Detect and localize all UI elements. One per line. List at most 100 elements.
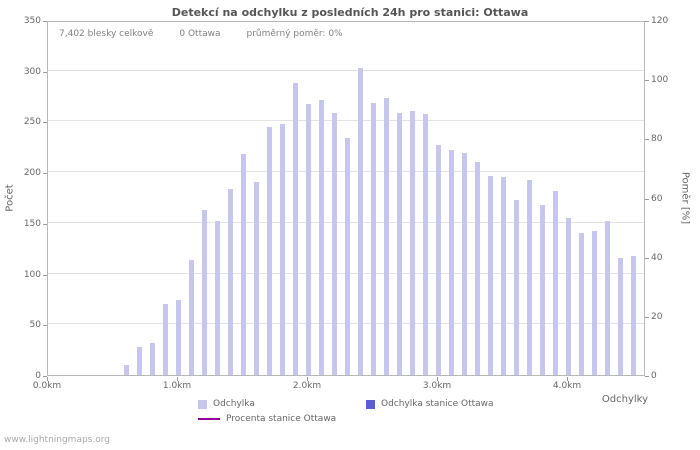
deviation-bar [514,200,519,375]
y-axis-tick-left: 250 [23,117,41,128]
tick-mark [43,376,47,377]
deviation-bar [293,83,298,375]
deviation-bar [228,189,233,375]
tick-mark [645,257,649,259]
deviation-bar [631,256,636,375]
tick-mark [43,274,47,276]
legend-label-station-percent: Procenta stanice Ottawa [226,414,337,424]
legend-item-station-deviation: Odchylka stanice Ottawa [366,399,494,409]
deviation-bar [397,113,402,375]
legend-item-deviation: Odchylka [198,399,366,409]
tick-mark [645,139,649,141]
y-axis-tick-left: 0 [35,371,41,381]
tick-mark [645,198,649,200]
y-axis-tick-right: 0 [651,371,657,381]
y-axis-tick-right: 80 [651,134,663,145]
deviation-bar [527,180,532,375]
deviation-bar [137,347,142,375]
legend-label-station-deviation: Odchylka stanice Ottawa [381,399,494,409]
tick-mark [307,377,308,381]
deviation-bar [319,100,324,375]
deviation-bar [449,150,454,375]
deviation-bar [345,138,350,375]
deviation-bar [176,300,181,375]
deviation-bar [189,260,194,375]
plot-area: 7,402 blesky celkově 0 Ottawa průměrný pom… [47,21,645,376]
tick-mark [437,377,438,381]
total-strikes-label: 7,402 blesky celkově [59,29,154,39]
deviation-bar [553,191,558,375]
deviation-bar [124,365,129,375]
deviation-bar [215,221,220,375]
deviation-bar [332,113,337,375]
deviation-bar [605,221,610,375]
x-axis-tick: 4.0km [552,381,582,391]
legend-item-station-percent: Procenta stanice Ottawa [198,414,366,424]
y-axis-tick-left: 150 [23,218,41,229]
tick-mark [43,173,47,175]
deviation-bar [540,205,545,375]
stats-line: 7,402 blesky celkově 0 Ottawa průměrný pom… [59,29,369,39]
station-strikes-label: 0 Ottawa [179,29,221,39]
deviation-bar [371,103,376,375]
deviation-bar [436,145,441,375]
deviation-bar [150,343,155,375]
deviation-swatch-icon [198,399,207,409]
tick-mark [43,122,47,124]
deviation-bar [475,162,480,375]
deviation-bar [566,218,571,375]
chart-legend: Odchylka Odchylka stanice Ottawa Procent… [198,399,494,424]
tick-mark [47,377,48,381]
y-axis-tick-right: 40 [651,252,663,263]
deviation-bar [384,98,389,375]
tick-mark [43,71,47,73]
deviation-bar [592,231,597,375]
tick-mark [645,21,649,22]
y-axis-label-left: Počet [4,184,16,212]
deviation-bar [163,304,168,375]
deviation-bar [501,177,506,375]
y-axis-tick-left: 100 [23,269,41,280]
deviation-bar [358,68,363,375]
deviation-bar [241,154,246,375]
deviation-bar [423,114,428,375]
gridline [48,69,644,71]
deviation-bar [462,153,467,375]
y-axis-tick-right: 20 [651,311,663,322]
deviation-bar [202,210,207,375]
deviation-bar [254,182,259,375]
legend-label-deviation: Odchylka [213,399,255,409]
deviation-bar [280,124,285,375]
tick-mark [43,223,47,225]
tick-mark [43,21,47,22]
tick-mark [645,316,649,318]
chart-title: Detekcí na odchylku z posledních 24h pro… [171,6,529,19]
x-axis-tick: 0.0km [32,381,62,391]
y-axis-tick-left: 300 [23,66,41,77]
y-axis-tick-left: 200 [23,168,41,179]
deviation-bar [410,111,415,375]
tick-mark [645,376,649,377]
x-axis-tick: 3.0km [422,381,452,391]
x-axis-tick: 1.0km [162,381,192,391]
deviation-bar [267,127,272,375]
deviation-bar [488,176,493,375]
y-axis-tick-left: 350 [23,16,41,26]
y-axis-tick-right: 60 [651,193,663,204]
tick-mark [177,377,178,381]
tick-mark [567,377,568,381]
deviation-bar [579,233,584,375]
y-axis-tick-right: 100 [651,75,669,86]
avg-ratio-label: průměrný poměr: 0% [246,29,343,39]
x-axis-label: Odchylky [601,394,648,405]
tick-mark [645,80,649,82]
x-axis-tick: 2.0km [292,381,322,391]
watermark[interactable]: www.lightningmaps.org [4,435,110,445]
deviation-bar [618,258,623,375]
station-percent-line-icon [198,418,220,420]
gridline [48,120,644,122]
y-axis-label-right: Poměr [%] [679,171,691,225]
y-axis-tick-right: 120 [651,16,669,26]
y-axis-tick-left: 50 [29,320,41,331]
